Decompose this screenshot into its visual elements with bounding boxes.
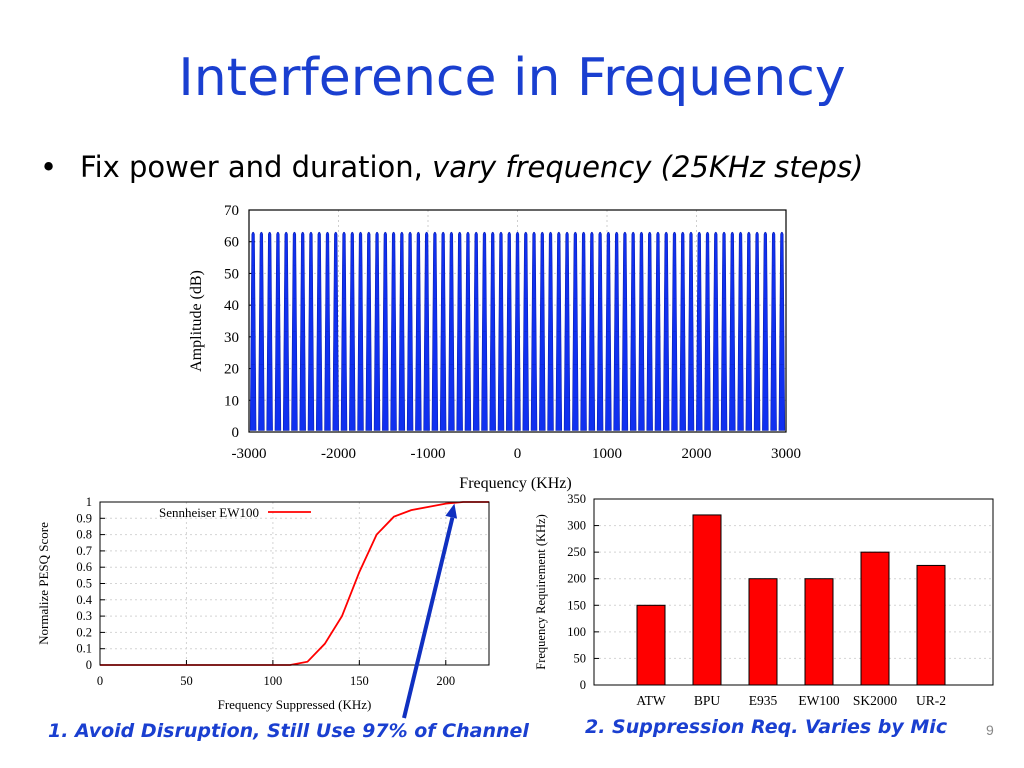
pesq-x-tick-label: 150 <box>350 674 369 688</box>
bullet-item: • Fix power and duration, vary frequency … <box>40 150 863 185</box>
bar-y-tick-label: 300 <box>567 519 586 533</box>
spectrum-x-tick-label: -2000 <box>321 446 356 462</box>
spectrum-frame <box>248 209 787 433</box>
pesq-y-tick-label: 0.2 <box>76 625 92 639</box>
pesq-y-tick-label: 0.9 <box>76 511 92 525</box>
bar-y-tick-label: 100 <box>567 625 586 639</box>
frequency-requirement-chart: 0 50 100 150 200 250 300 350 ATW BPU E935 EW100 SK20… <box>534 492 994 708</box>
spectrum-chart: 0 10 20 30 40 50 60 70 -3000 -2000 -1000 0 1000 2000 3… <box>188 203 801 492</box>
pesq-frame <box>99 501 490 666</box>
bar <box>748 578 778 686</box>
spectrum-x-tick-label: 1000 <box>592 446 622 462</box>
bar <box>916 564 946 686</box>
pesq-x-tick-label: 50 <box>180 674 193 688</box>
bar-category-label: E935 <box>749 693 778 708</box>
bar-y-tick-label: 0 <box>580 678 586 692</box>
spectrum-y-tick-label: 10 <box>224 393 239 409</box>
pesq-y-tick-label: 0.7 <box>76 544 92 558</box>
caption-left: 1. Avoid Disruption, Still Use 97% of Ch… <box>48 720 529 742</box>
annotation-arrow <box>402 503 458 719</box>
bar-category-label: SK2000 <box>853 693 898 708</box>
page-number: 9 <box>986 722 994 738</box>
bar-y-tick-label: 250 <box>567 545 586 559</box>
bar-frame <box>593 498 994 686</box>
bar <box>636 604 666 686</box>
pesq-y-tick-label: 1 <box>86 495 92 509</box>
bar-y-axis-label: Frequency Requirement (KHz) <box>534 514 548 670</box>
pesq-x-tick-label: 0 <box>97 674 103 688</box>
spectrum-y-tick-label: 20 <box>224 362 239 378</box>
pesq-chart: 0 0.1 0.2 0.3 0.4 0.5 0.6 0.7 0.8 0.9 1 0 50 100 150 20… <box>36 495 490 712</box>
bar-category-label: ATW <box>636 693 665 708</box>
spectrum-y-tick-label: 30 <box>224 330 239 346</box>
pesq-y-tick-label: 0.8 <box>76 528 92 542</box>
spectrum-x-tick-label: 3000 <box>771 446 801 462</box>
spectrum-y-tick-label: 50 <box>224 266 239 282</box>
pesq-x-tick-label: 200 <box>436 674 455 688</box>
pesq-y-tick-label: 0 <box>86 658 92 672</box>
bar-y-tick-label: 50 <box>574 651 587 665</box>
bar-category-label: EW100 <box>798 693 839 708</box>
pesq-x-axis-label: Frequency Suppressed (KHz) <box>218 697 372 712</box>
pesq-y-axis-label: Normalize PESQ Score <box>36 522 51 645</box>
pesq-y-tick-label: 0.1 <box>76 642 92 656</box>
spectrum-x-tick-label: -1000 <box>411 446 446 462</box>
arrow-head <box>445 503 458 519</box>
slide-title: Interference in Frequency <box>178 48 846 108</box>
spectrum-x-tick-label: 0 <box>514 446 522 462</box>
spectrum-x-tick-label: -3000 <box>232 446 267 462</box>
bar-y-tick-label: 150 <box>567 598 586 612</box>
spectrum-y-tick-label: 70 <box>224 203 239 219</box>
spectrum-y-tick-label: 60 <box>224 235 239 251</box>
arrow-shaft <box>402 517 455 719</box>
bar <box>860 551 890 686</box>
bar-category-label: BPU <box>694 693 721 708</box>
pesq-x-tick-label: 100 <box>264 674 283 688</box>
bar-y-tick-label: 200 <box>567 572 586 586</box>
bar <box>692 514 722 686</box>
bar <box>804 578 834 686</box>
spectrum-y-tick-label: 40 <box>224 298 239 314</box>
caption-right: 2. Suppression Req. Varies by Mic <box>585 716 948 738</box>
pesq-y-tick-label: 0.6 <box>76 560 92 574</box>
spectrum-y-axis-label: Amplitude (dB) <box>188 270 205 372</box>
spectrum-y-tick-label: 0 <box>232 425 240 441</box>
bar-y-tick-label: 350 <box>567 492 586 506</box>
pesq-legend-label: Sennheiser EW100 <box>159 505 259 520</box>
pesq-y-tick-label: 0.3 <box>76 609 92 623</box>
bullet-text: Fix power and duration, <box>80 150 433 184</box>
spectrum-x-axis-label: Frequency (KHz) <box>459 475 571 492</box>
spectrum-x-tick-label: 2000 <box>682 446 712 462</box>
pesq-y-tick-label: 0.4 <box>76 593 92 607</box>
bullet-italic-text: vary frequency (25KHz steps) <box>432 150 864 184</box>
pesq-y-tick-label: 0.5 <box>76 577 92 591</box>
bar-category-label: UR-2 <box>916 693 946 708</box>
bullet-dot-icon: • <box>40 150 58 184</box>
